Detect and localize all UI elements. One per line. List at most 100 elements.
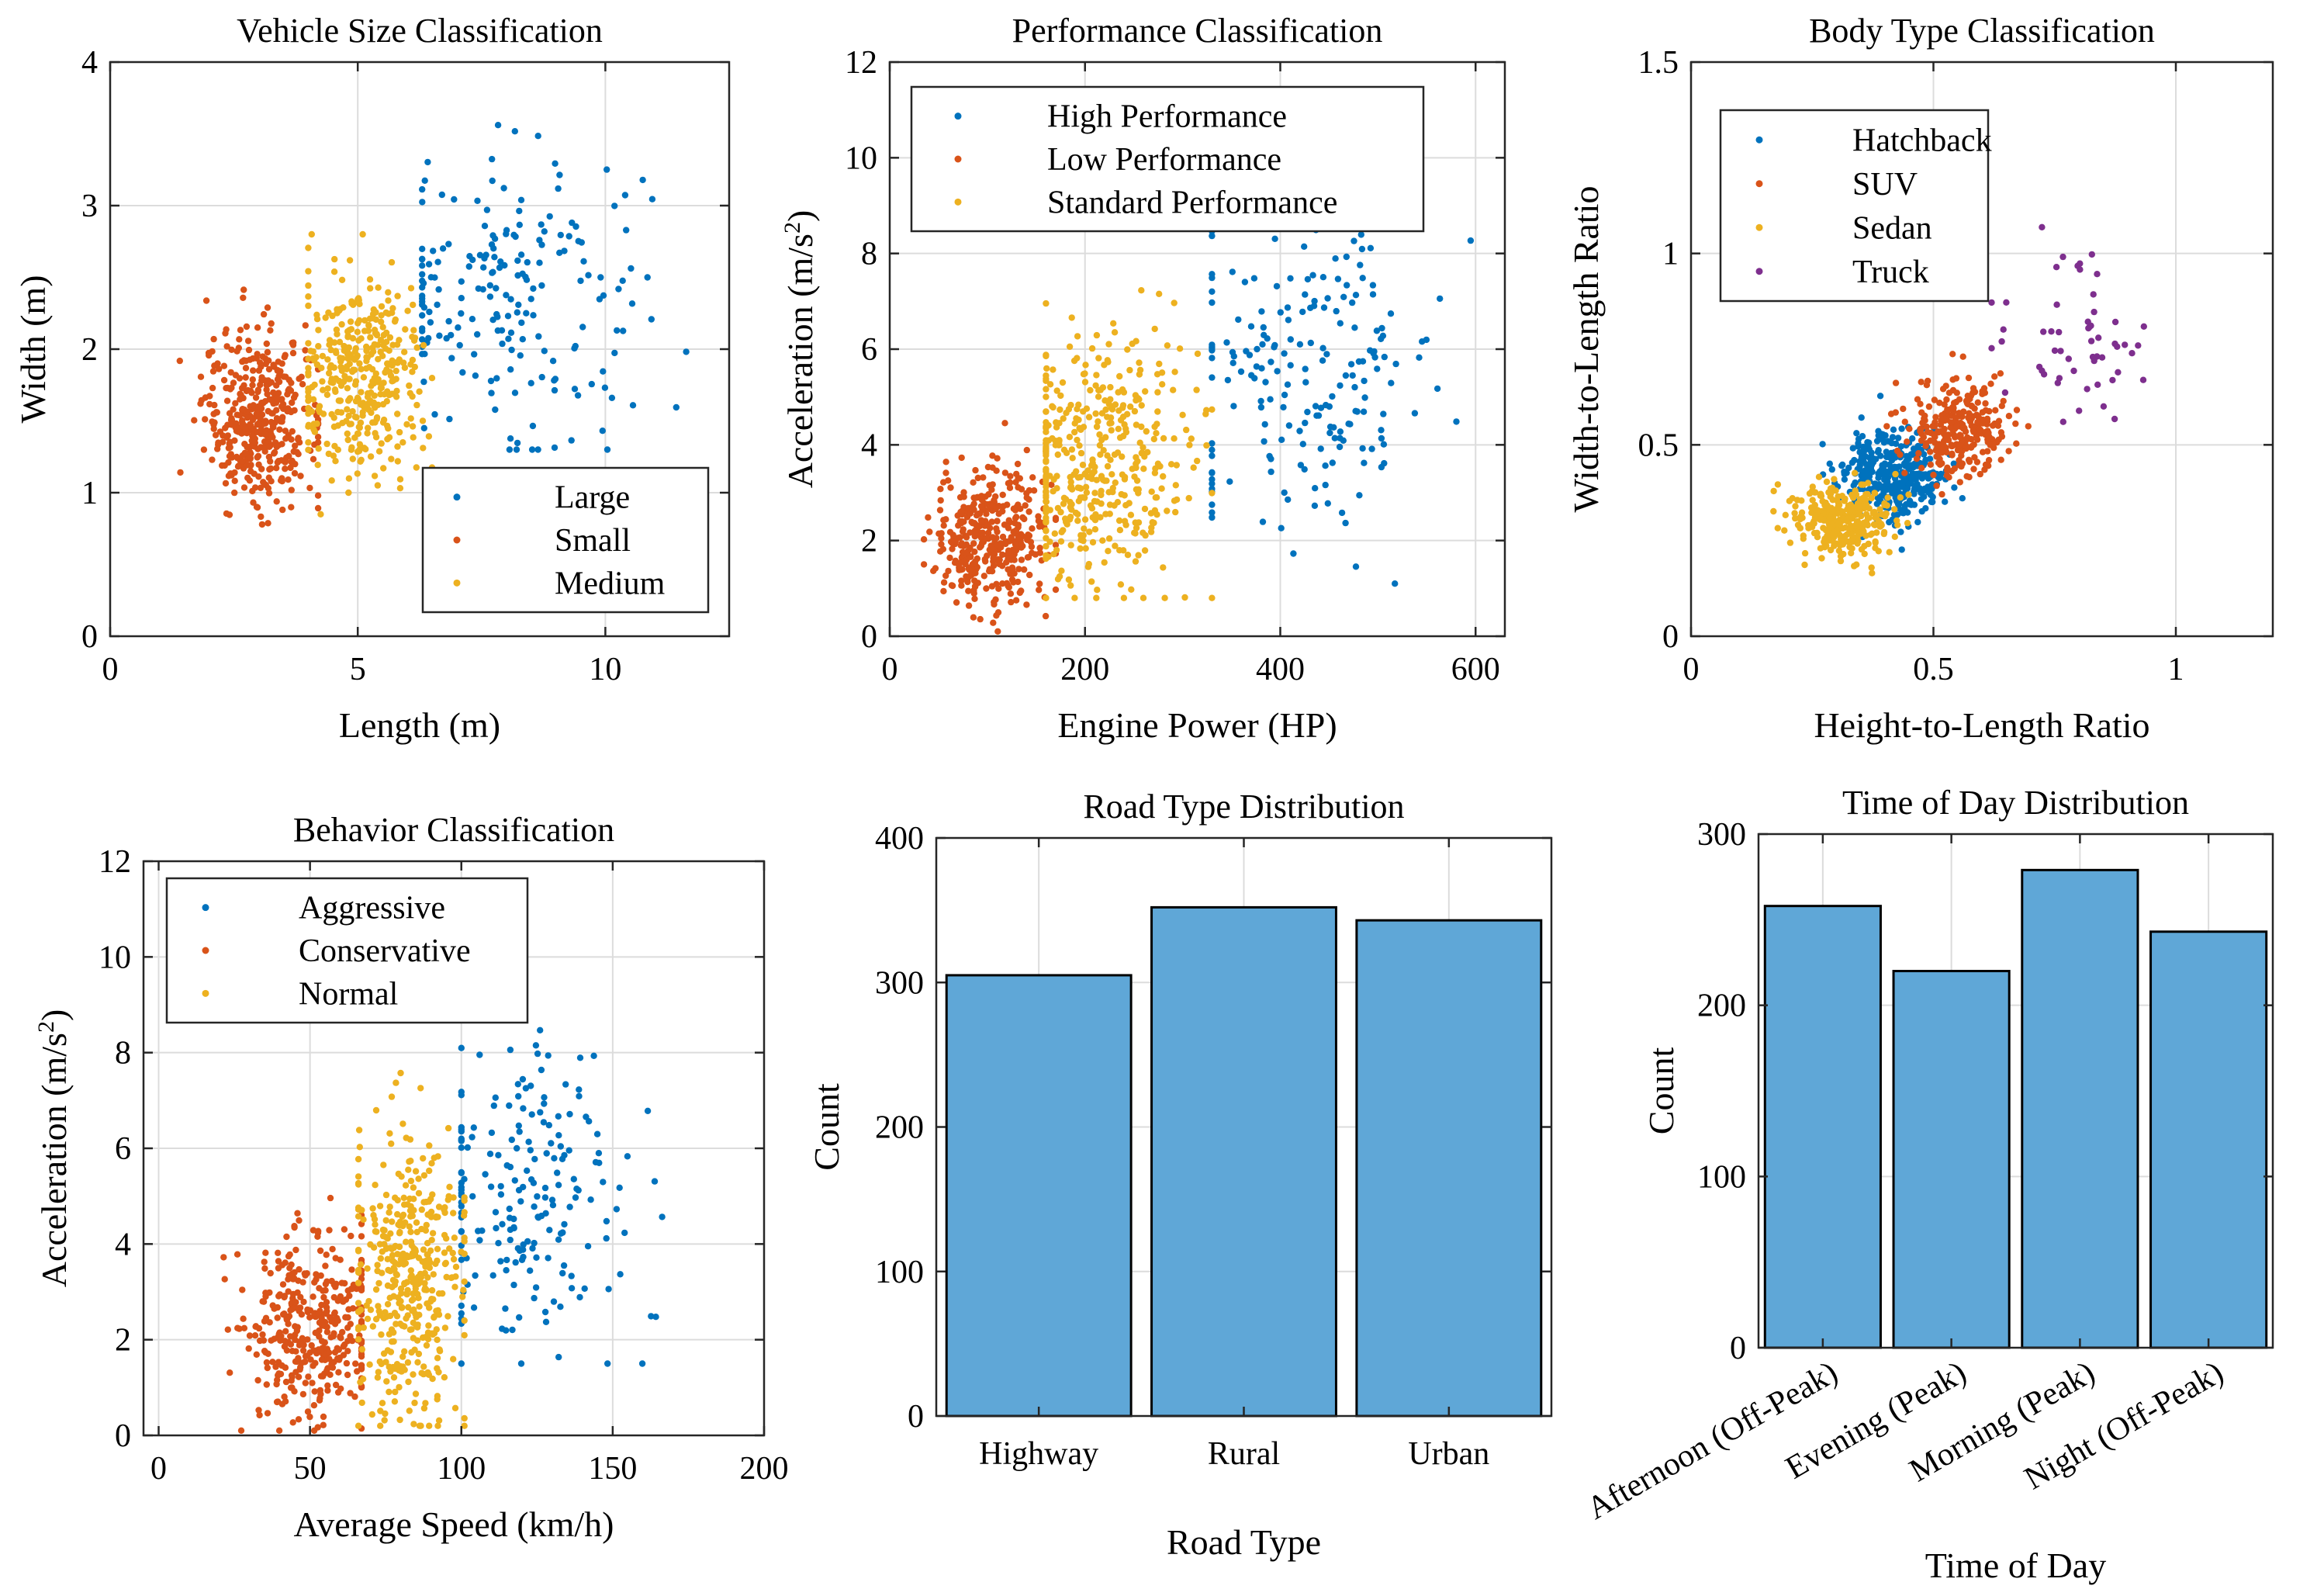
data-point	[316, 1247, 324, 1255]
data-point	[1925, 483, 1931, 490]
data-point	[938, 541, 945, 548]
data-point	[1329, 459, 1337, 466]
data-point	[313, 316, 321, 323]
data-point	[1012, 514, 1019, 521]
data-point	[644, 1107, 652, 1115]
data-point	[937, 548, 944, 555]
data-point	[1089, 538, 1097, 546]
data-point	[614, 327, 621, 334]
data-point	[365, 321, 372, 329]
data-point	[250, 499, 257, 506]
data-point	[357, 419, 365, 426]
data-point	[1141, 505, 1149, 513]
data-point	[461, 1234, 468, 1241]
data-point	[506, 1102, 513, 1110]
data-point	[1092, 511, 1099, 518]
data-point	[557, 1143, 564, 1150]
data-point	[365, 424, 372, 431]
data-point	[1805, 524, 1812, 531]
data-point	[1357, 231, 1365, 238]
data-point	[1001, 469, 1009, 476]
data-point	[1873, 529, 1880, 536]
data-point	[236, 336, 243, 343]
data-point	[249, 355, 257, 362]
data-point	[305, 393, 312, 400]
data-point	[486, 293, 494, 300]
data-point	[1927, 461, 1934, 468]
data-point	[1854, 528, 1862, 535]
chart-title: Vehicle Size Classification	[237, 12, 603, 50]
data-point	[1342, 519, 1349, 527]
data-point	[1921, 415, 1928, 422]
data-point	[1052, 542, 1060, 549]
data-point	[1164, 342, 1171, 349]
data-point	[1043, 466, 1050, 473]
data-point	[512, 233, 519, 241]
data-point	[373, 1228, 380, 1235]
data-point	[555, 1236, 562, 1243]
data-point	[1085, 414, 1093, 421]
data-point	[542, 1318, 550, 1326]
data-point	[1319, 274, 1327, 281]
data-point	[305, 439, 312, 446]
data-point	[1046, 381, 1054, 388]
data-point	[1941, 425, 1948, 433]
legend-label: Hatchback	[1852, 123, 1992, 158]
data-point	[1105, 341, 1112, 348]
data-point	[1030, 487, 1038, 494]
data-point	[600, 292, 607, 299]
data-point	[387, 372, 395, 379]
data-point	[1043, 471, 1050, 478]
data-point	[1360, 408, 1368, 415]
data-point	[1209, 452, 1216, 459]
data-point	[401, 348, 408, 355]
data-point	[615, 286, 622, 293]
data-point	[327, 1194, 334, 1202]
data-point	[1080, 424, 1088, 431]
data-point	[1953, 423, 1960, 431]
data-point	[258, 521, 266, 528]
data-point	[305, 355, 312, 362]
data-point	[236, 412, 244, 419]
data-point	[1859, 520, 1866, 527]
data-point	[1319, 357, 1326, 364]
data-point	[1810, 529, 1818, 537]
data-point	[306, 1413, 313, 1421]
data-point	[1018, 486, 1025, 493]
data-point	[383, 366, 390, 373]
data-point	[446, 1183, 453, 1191]
data-point	[197, 373, 205, 380]
data-point	[1209, 509, 1216, 516]
data-point	[502, 1305, 509, 1312]
data-point	[1122, 521, 1129, 528]
data-point	[414, 1359, 421, 1366]
data-point	[1108, 427, 1115, 434]
data-point	[1931, 396, 1938, 403]
data-point	[1411, 410, 1419, 417]
data-point	[486, 1151, 494, 1158]
series-large	[419, 122, 690, 453]
data-point	[374, 482, 382, 489]
data-point	[541, 348, 548, 355]
data-point	[1299, 441, 1307, 448]
data-point	[1831, 539, 1838, 546]
data-point	[1333, 307, 1340, 315]
data-point	[273, 1398, 281, 1406]
data-point	[441, 1209, 448, 1217]
data-point	[2039, 367, 2046, 374]
data-point	[1320, 304, 1328, 311]
data-point	[285, 1276, 292, 1283]
data-point	[470, 1124, 477, 1131]
data-point	[1088, 344, 1096, 352]
data-point	[384, 1300, 392, 1308]
data-point	[419, 245, 426, 252]
data-point	[450, 1210, 457, 1217]
data-point	[1093, 594, 1100, 601]
data-point	[1820, 510, 1827, 517]
data-point	[972, 570, 979, 576]
data-point	[1101, 559, 1108, 566]
data-point	[1186, 441, 1193, 448]
y-tick-label: 3	[81, 189, 98, 224]
data-point	[1005, 549, 1012, 556]
